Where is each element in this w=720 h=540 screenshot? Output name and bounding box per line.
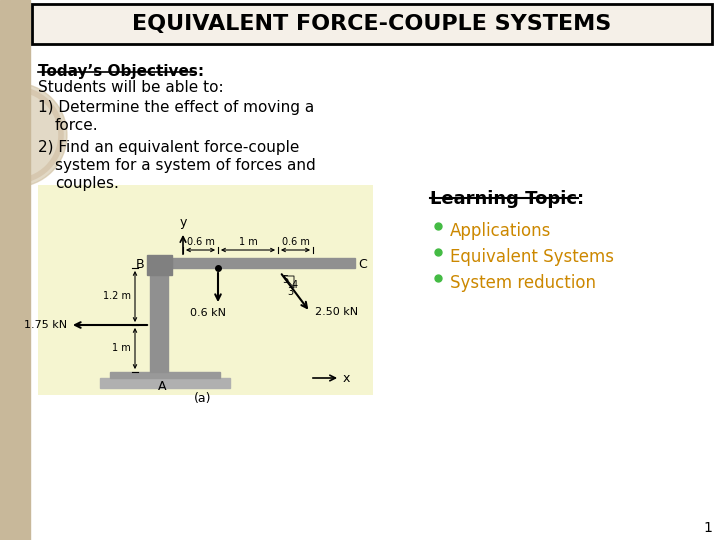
Text: force.: force. (55, 118, 99, 133)
Text: A: A (158, 380, 166, 393)
Text: 4: 4 (292, 280, 298, 290)
Text: (a): (a) (194, 392, 212, 405)
Text: Equivalent Systems: Equivalent Systems (450, 248, 614, 266)
Text: Learning Topic:: Learning Topic: (430, 190, 584, 208)
Text: 1: 1 (703, 521, 712, 535)
Text: 0.6 m: 0.6 m (282, 237, 310, 247)
Text: Students will be able to:: Students will be able to: (38, 80, 224, 95)
Text: 2.50 kN: 2.50 kN (315, 307, 358, 317)
Text: EQUIVALENT FORCE-COUPLE SYSTEMS: EQUIVALENT FORCE-COUPLE SYSTEMS (132, 14, 611, 34)
Text: system for a system of forces and: system for a system of forces and (55, 158, 316, 173)
Text: Applications: Applications (450, 222, 552, 240)
Text: 1 m: 1 m (112, 343, 131, 353)
Bar (110, 372, 220, 378)
Bar (150, 267, 168, 372)
Text: 1 m: 1 m (238, 237, 257, 247)
Text: 5: 5 (282, 275, 288, 285)
Text: System reduction: System reduction (450, 274, 596, 292)
Text: 1.2 m: 1.2 m (103, 291, 131, 301)
Bar (100, 378, 230, 388)
Text: x: x (343, 372, 351, 384)
Bar (147, 255, 172, 275)
Text: C: C (358, 259, 366, 272)
Text: 1) Determine the effect of moving a: 1) Determine the effect of moving a (38, 100, 314, 115)
Text: y: y (179, 216, 186, 229)
Text: B: B (135, 259, 144, 272)
Circle shape (0, 83, 67, 187)
Text: 1.75 kN: 1.75 kN (24, 320, 67, 330)
Text: 0.6 m: 0.6 m (186, 237, 215, 247)
Text: 2) Find an equivalent force-couple: 2) Find an equivalent force-couple (38, 140, 300, 155)
Bar (150, 258, 355, 268)
Text: Today’s Objectives:: Today’s Objectives: (38, 64, 204, 79)
Text: 0.6 kN: 0.6 kN (190, 308, 226, 318)
Text: couples.: couples. (55, 176, 119, 191)
Bar (0, 0, 30, 540)
FancyBboxPatch shape (32, 4, 712, 44)
Bar (38, 185, 373, 395)
Text: 3: 3 (287, 287, 293, 297)
